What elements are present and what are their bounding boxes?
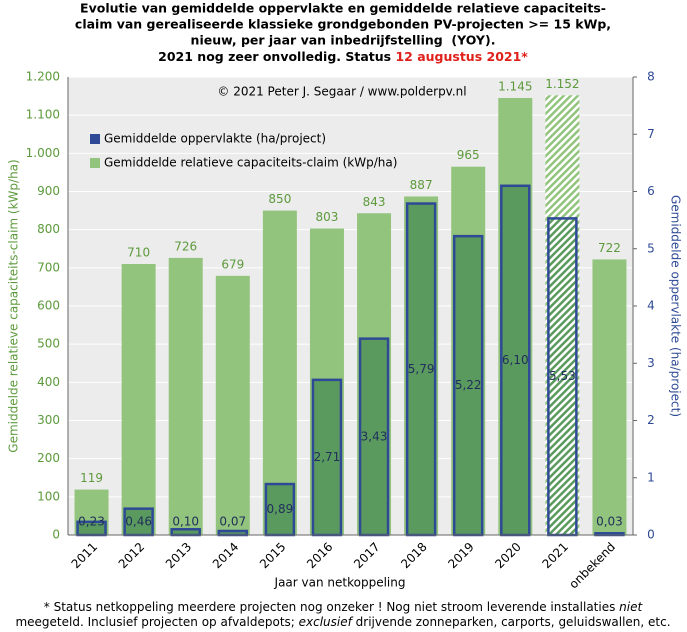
data-label: 850: [268, 192, 291, 206]
y-tick-label: 600: [37, 299, 60, 313]
y2-tick-label: 8: [647, 70, 655, 84]
data-label: 843: [363, 195, 386, 209]
legend-swatch: [90, 134, 100, 144]
annotation: © 2021 Peter J. Segaar / www.polderpv.nl: [217, 85, 466, 99]
x-tick-label: 2018: [398, 540, 429, 571]
chart-title: claim van gerealiseerde klassieke grondg…: [75, 17, 611, 32]
chart-title: nieuw, per jaar van inbedrijfstelling (Y…: [191, 33, 496, 48]
data-label: 803: [316, 210, 339, 224]
y-tick-label: 1.100: [26, 108, 60, 122]
x-tick-label: 2015: [257, 540, 288, 571]
chart-title: Evolutie van gemiddelde oppervlakte en g…: [80, 1, 606, 16]
data-label: 710: [127, 246, 150, 260]
title-part: 2021 nog zeer onvolledig. Status: [158, 49, 395, 64]
footnote-part: exclusief: [299, 615, 354, 629]
footnote-part: drijvende zonneparken, carports, geluids…: [352, 615, 671, 629]
footnote: * Status netkoppeling meerdere projecten…: [44, 600, 644, 614]
chart-title: 2021 nog zeer onvolledig. Status 12 augu…: [158, 49, 528, 64]
y-tick-label: 1.000: [26, 146, 60, 160]
y2-tick-label: 1: [647, 470, 655, 484]
footnote: meegeteld. Inclusief projecten op afvald…: [15, 615, 670, 629]
data-label: 722: [598, 241, 621, 255]
x-tick-label: 2016: [304, 540, 335, 571]
data-label: 887: [410, 178, 433, 192]
x-tick-label: 2014: [210, 540, 241, 571]
y-tick-label: 800: [37, 222, 60, 236]
data-label: 0,03: [596, 515, 623, 529]
data-label: 0,23: [78, 515, 105, 529]
data-label: 1.152: [545, 77, 579, 91]
data-label: 726: [174, 239, 197, 253]
data-label: 3,43: [361, 429, 388, 443]
bar: [215, 275, 250, 535]
x-tick-label: 2021: [539, 540, 570, 571]
data-label: 2,71: [314, 450, 341, 464]
x-axis-title: Jaar van netkoppeling: [274, 576, 406, 590]
y-tick-label: 300: [37, 413, 60, 427]
bar: [217, 529, 249, 537]
data-label: 965: [457, 148, 480, 162]
y2-tick-label: 5: [647, 241, 655, 255]
bar: [500, 184, 531, 537]
bar: [121, 264, 156, 535]
x-tick-label: 2017: [351, 540, 382, 571]
y2-tick-label: 3: [647, 356, 655, 370]
bar: [170, 528, 201, 537]
data-label: 0,10: [172, 515, 199, 529]
data-label: 5,53: [549, 369, 576, 383]
title-status: 12 augustus 2021*: [395, 49, 528, 64]
y-tick-label: 400: [37, 375, 60, 389]
x-tick-label: 2019: [445, 540, 476, 571]
data-label: 119: [80, 471, 103, 485]
legend-swatch: [90, 158, 100, 168]
x-tick-label: 2013: [163, 540, 194, 571]
data-label: 0,89: [267, 502, 294, 516]
x-tick-label: 2020: [492, 540, 523, 571]
data-label: 0,07: [219, 515, 246, 529]
bar: [262, 210, 297, 536]
y-tick-label: 1.200: [26, 70, 60, 84]
bar: [358, 337, 390, 537]
y2-axis-title: Gemiddelde oppervlakte (ha/project): [669, 195, 683, 417]
footnote-part: * Status netkoppeling meerdere projecten…: [44, 600, 619, 614]
y2-tick-label: 2: [647, 413, 655, 427]
y-tick-label: 0: [52, 528, 60, 542]
y2-tick-label: 4: [647, 299, 655, 313]
x-tick-label: 2011: [69, 540, 100, 571]
y-axis-title: Gemiddelde relatieve capaciteits-claim (…: [7, 159, 21, 452]
footnote-part: meegeteld. Inclusief projecten op afvald…: [15, 615, 298, 629]
bar: [168, 257, 203, 535]
y2-tick-label: 7: [647, 127, 655, 141]
y-tick-label: 900: [37, 184, 60, 198]
legend-label: Gemiddelde oppervlakte (ha/project): [104, 132, 326, 146]
y2-tick-label: 0: [647, 528, 655, 542]
data-label: 1.145: [498, 79, 532, 93]
bar: [405, 202, 437, 537]
data-label: 0,46: [125, 514, 152, 528]
data-label: 5,79: [408, 362, 435, 376]
x-tick-label: 2012: [116, 540, 147, 571]
bar: [592, 259, 627, 535]
x-tick-label: onbekend: [566, 540, 618, 592]
data-label: 6,10: [502, 353, 529, 367]
y-tick-label: 500: [37, 337, 60, 351]
footnote-part: niet: [619, 600, 643, 614]
data-label: 679: [221, 257, 244, 271]
data-label: 5,22: [455, 378, 482, 392]
y2-tick-label: 6: [647, 184, 655, 198]
y-tick-label: 100: [37, 489, 60, 503]
legend-label: Gemiddelde relatieve capaciteits-claim (…: [104, 156, 397, 170]
bar: [547, 217, 578, 537]
y-tick-label: 200: [37, 451, 60, 465]
y-tick-label: 700: [37, 260, 60, 274]
